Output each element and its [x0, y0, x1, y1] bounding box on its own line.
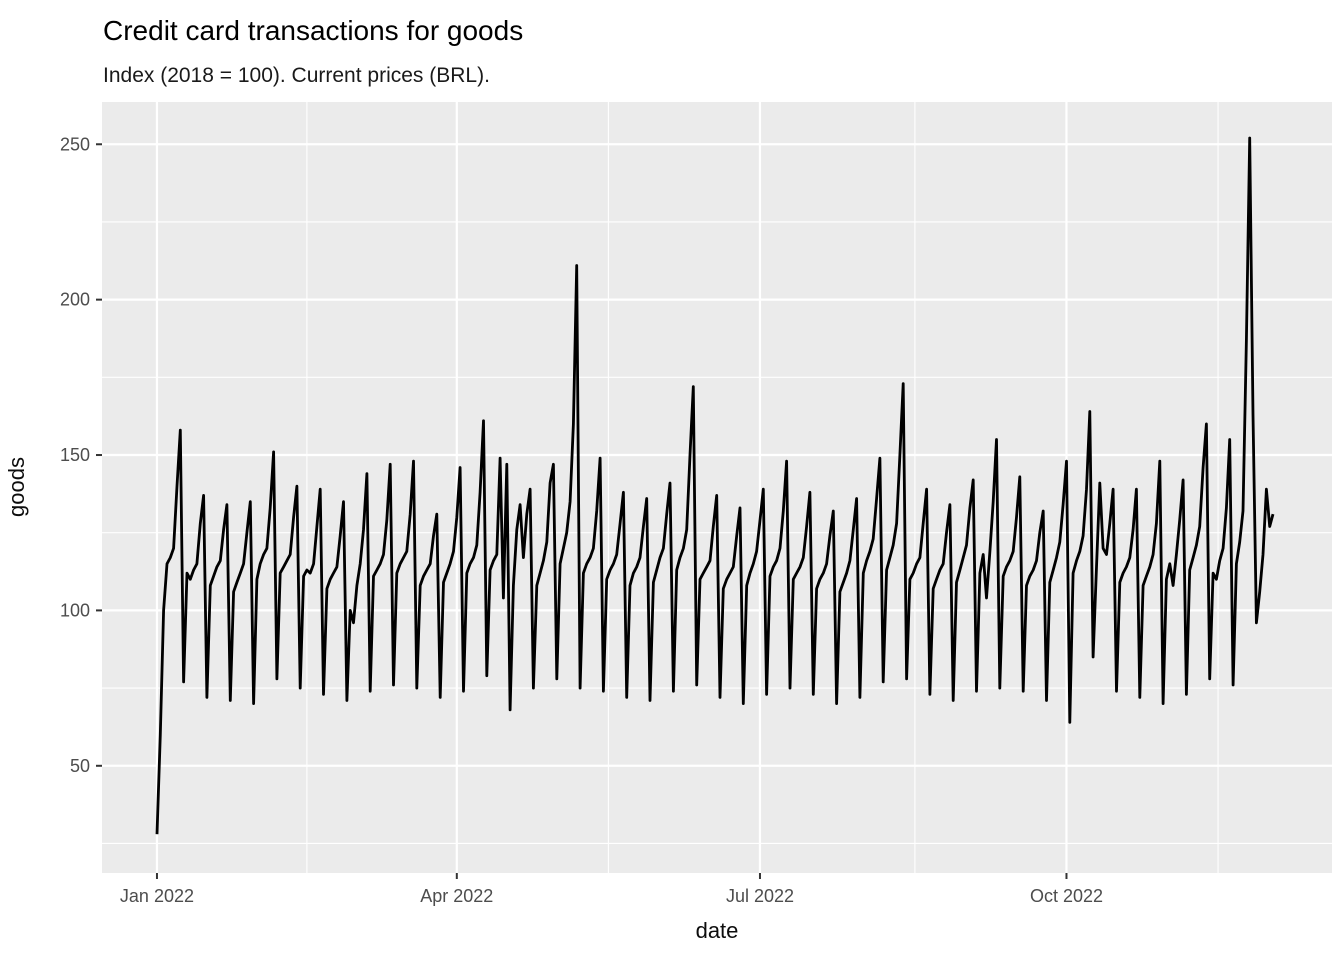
- plot-panel: [102, 102, 1332, 873]
- y-tick-label: 150: [60, 445, 90, 465]
- y-tick-label: 200: [60, 290, 90, 310]
- y-tick-label: 100: [60, 600, 90, 620]
- x-tick-label: Apr 2022: [420, 886, 493, 906]
- goods-index-line: [155, 136, 1275, 835]
- x-tick-label: Jul 2022: [726, 886, 794, 906]
- y-axis-title: goods: [4, 457, 29, 517]
- y-tick-label: 250: [60, 134, 90, 154]
- y-tick-label: 50: [70, 756, 90, 776]
- axis-tick-labels: Jan 2022 Apr 2022 Jul 2022 Oct 2022 50 100 150…: [60, 134, 1103, 906]
- x-axis-title: date: [696, 918, 739, 943]
- x-tick-label: Oct 2022: [1030, 886, 1103, 906]
- chart-subtitle: Index (2018 = 100). Current prices (BRL)…: [103, 64, 490, 87]
- data-series-line: [155, 136, 1275, 835]
- x-tick-label: Jan 2022: [120, 886, 194, 906]
- chart-title: Credit card transactions for goods: [103, 15, 523, 46]
- axis-tick-marks: [96, 143, 1068, 879]
